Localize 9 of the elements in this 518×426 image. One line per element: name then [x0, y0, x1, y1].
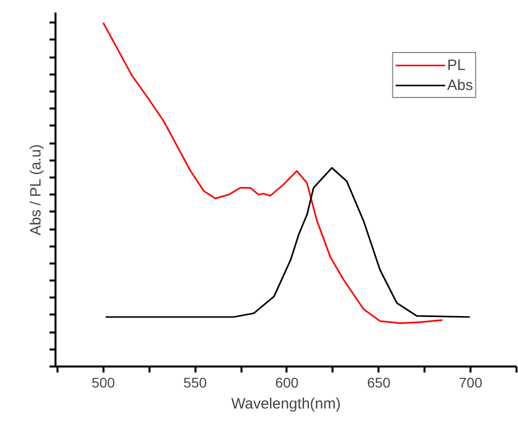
x-tick-label: 500: [92, 374, 116, 390]
x-tick-label: 700: [458, 374, 482, 390]
legend-label: PL: [447, 56, 466, 74]
legend-label: Abs: [447, 76, 473, 94]
x-axis-title: Wavelength(nm): [231, 396, 341, 412]
x-tick-label: 600: [275, 374, 299, 390]
x-tick-label: 650: [367, 374, 391, 390]
y-axis-title: Abs / PL (a.u): [28, 144, 44, 236]
x-tick-label: 550: [183, 374, 207, 390]
